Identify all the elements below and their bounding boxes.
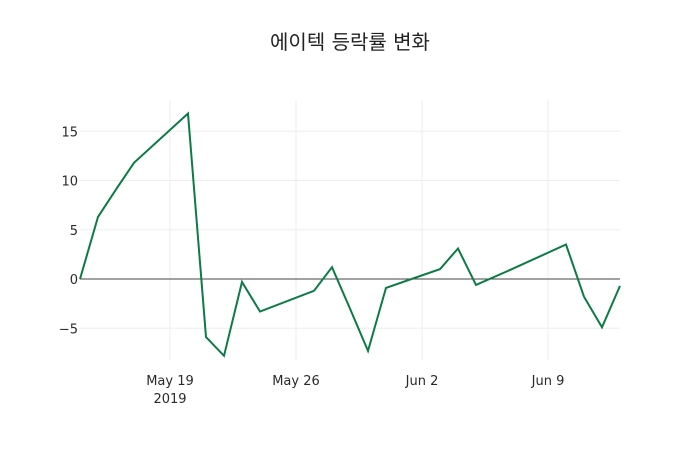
y-tick-label: 5 [70,224,78,239]
x-tick-label: May 26 [272,374,320,389]
y-tick-label: 0 [70,273,78,288]
y-tick-label: −5 [59,322,78,337]
x-tick-label: Jun 9 [531,374,565,389]
y-tick-label: 15 [61,125,78,140]
series-line [79,111,621,358]
y-tick-label: 10 [61,175,78,190]
x-axis: May 19 2019 May 26 Jun 2 Jun 9 [146,374,564,407]
x-tick-label: Jun 2 [405,374,439,389]
y-axis: −5 0 5 10 15 [59,125,78,337]
x-tick-label: May 19 [146,374,194,389]
x-tick-label: 2019 [153,392,186,407]
chart-title: 에이텍 등락률 변화 [270,30,430,54]
